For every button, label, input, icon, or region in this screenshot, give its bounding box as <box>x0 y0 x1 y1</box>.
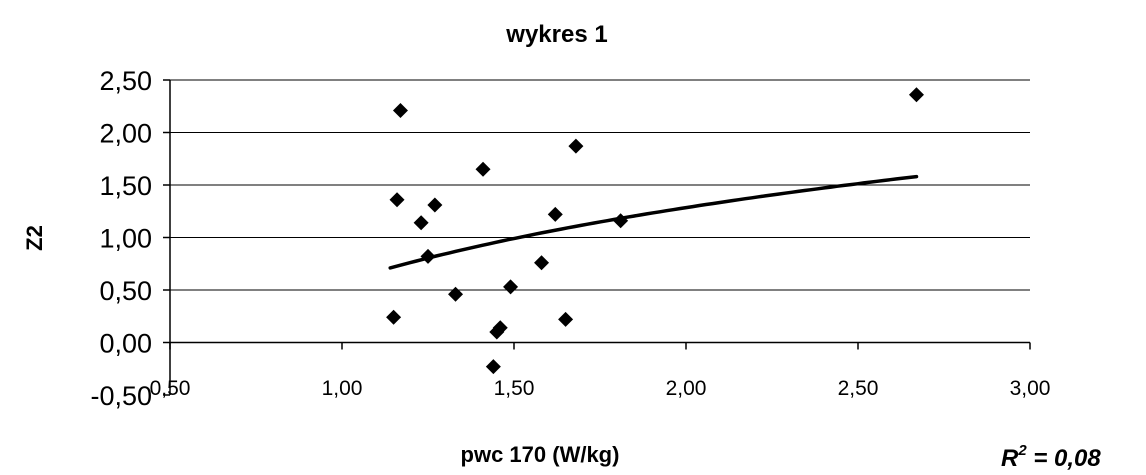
chart-title: wykres 1 <box>505 21 607 48</box>
y-axis-label: Z2 <box>22 225 47 251</box>
x-tick-label: 0,50 <box>150 377 191 400</box>
r-squared-value: = 0,08 <box>1027 445 1102 472</box>
data-points <box>386 87 924 375</box>
x-tick-label: 2,00 <box>666 377 707 400</box>
y-tick-label: 2,50 <box>99 66 152 96</box>
data-point <box>613 213 629 229</box>
data-point <box>547 206 563 222</box>
r-squared-exponent: 2 <box>1017 442 1027 459</box>
x-tick-label: 3,00 <box>1010 377 1051 400</box>
y-tick-label: 0,00 <box>99 329 152 359</box>
data-point <box>534 255 550 271</box>
data-point <box>475 161 491 177</box>
x-tick-label: 1,50 <box>494 377 535 400</box>
data-point <box>413 215 429 231</box>
x-tick-label: 2,50 <box>838 377 879 400</box>
r-squared-label: R2 = 0,08 <box>1001 442 1101 472</box>
y-tick-label: 1,00 <box>99 224 152 254</box>
y-tick-label: 2,00 <box>99 119 152 149</box>
x-tick-label: 1,00 <box>322 377 363 400</box>
r-squared-symbol: R <box>1001 445 1019 472</box>
x-axis-label: pwc 170 (W/kg) <box>461 442 620 467</box>
data-point <box>558 311 574 327</box>
data-point <box>568 138 584 154</box>
y-tick-label: 0,50 <box>99 276 152 306</box>
data-point <box>427 197 443 213</box>
data-point <box>503 279 519 295</box>
data-point <box>908 87 924 103</box>
data-point <box>492 320 508 336</box>
data-point <box>392 102 408 118</box>
y-tick-label: -0,50 <box>90 381 152 411</box>
data-point <box>420 248 436 264</box>
data-point <box>389 192 405 208</box>
data-point <box>448 286 464 302</box>
gridlines <box>170 79 1030 291</box>
x-axis-ticks: 0,50 1,00 1,50 2,00 2,50 3,00 <box>150 342 1051 400</box>
y-tick-label: 1,50 <box>99 171 152 201</box>
y-axis-ticks: -0,50 0,00 0,50 1,00 1,50 2,00 2,50 <box>90 66 170 411</box>
data-point <box>485 359 501 375</box>
data-point <box>386 309 402 325</box>
trendline <box>388 174 919 270</box>
